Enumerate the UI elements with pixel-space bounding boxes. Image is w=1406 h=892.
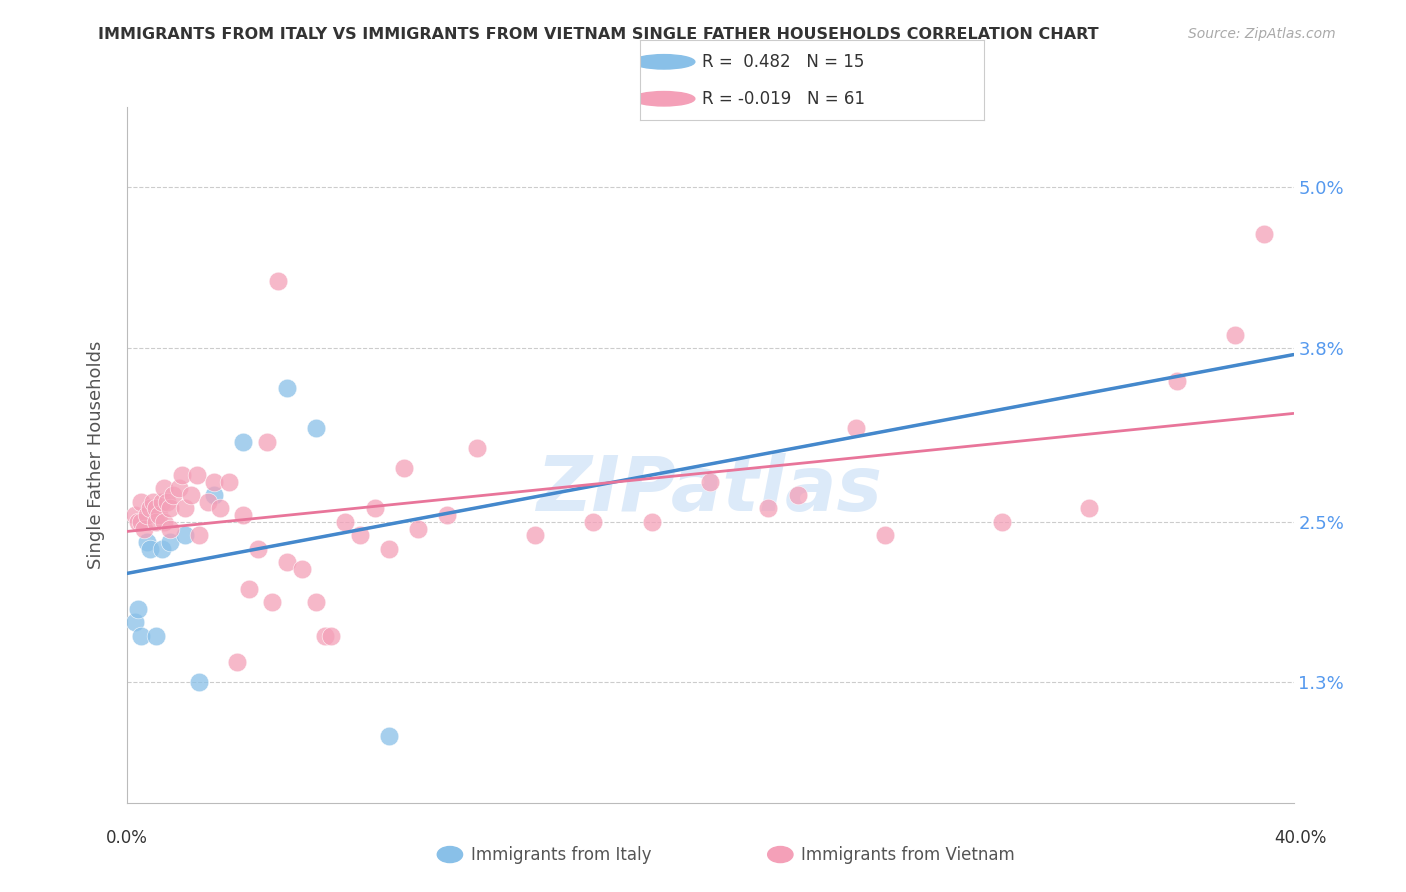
Point [246, 541, 269, 556]
Text: 0.0%: 0.0% [105, 829, 148, 847]
Point [305, 421, 328, 435]
Circle shape [437, 847, 463, 863]
Point [1166, 375, 1188, 389]
Point [136, 508, 159, 523]
Point [167, 482, 190, 496]
Point [349, 528, 371, 542]
Point [127, 602, 149, 616]
Point [129, 515, 152, 529]
Text: R = -0.019   N = 61: R = -0.019 N = 61 [702, 90, 865, 108]
Point [180, 488, 202, 502]
Point [786, 488, 808, 502]
Point [378, 541, 401, 556]
Point [145, 501, 167, 516]
Point [156, 494, 179, 508]
Point [845, 421, 868, 435]
Point [363, 501, 385, 516]
Point [319, 628, 342, 642]
Text: 40.0%: 40.0% [1274, 829, 1327, 847]
Point [186, 467, 208, 482]
Point [153, 515, 176, 529]
Point [290, 562, 312, 576]
Point [129, 494, 152, 508]
Point [148, 508, 170, 523]
Point [202, 488, 225, 502]
Text: ZIPatlas: ZIPatlas [537, 453, 883, 526]
Point [238, 582, 260, 596]
Circle shape [633, 92, 695, 106]
Text: Immigrants from Italy: Immigrants from Italy [471, 846, 651, 863]
Point [875, 528, 897, 542]
Point [127, 515, 149, 529]
Point [305, 595, 328, 609]
Point [378, 729, 401, 743]
Point [170, 467, 193, 482]
Point [202, 475, 225, 489]
Point [436, 508, 458, 523]
Point [150, 494, 173, 508]
Point [1253, 227, 1275, 241]
Point [153, 482, 176, 496]
Point [392, 461, 415, 475]
Point [276, 555, 298, 569]
Point [142, 494, 165, 508]
Point [1223, 327, 1246, 342]
Point [267, 274, 290, 288]
Point [159, 534, 181, 549]
Point [756, 501, 779, 516]
Text: R =  0.482   N = 15: R = 0.482 N = 15 [702, 53, 865, 70]
Point [145, 515, 167, 529]
Point [208, 501, 231, 516]
Point [232, 434, 254, 449]
Point [162, 488, 184, 502]
Point [276, 381, 298, 395]
Point [256, 434, 278, 449]
Point [640, 515, 664, 529]
Y-axis label: Single Father Households: Single Father Households [87, 341, 105, 569]
Point [136, 534, 159, 549]
Point [159, 521, 181, 535]
Circle shape [633, 54, 695, 69]
Point [145, 628, 167, 642]
Point [990, 515, 1012, 529]
Text: Immigrants from Vietnam: Immigrants from Vietnam [801, 846, 1015, 863]
Point [232, 508, 254, 523]
Point [188, 675, 211, 690]
Point [218, 475, 240, 489]
Point [139, 501, 162, 516]
Point [408, 521, 430, 535]
Point [524, 528, 547, 542]
Point [314, 628, 336, 642]
Point [335, 515, 357, 529]
Point [124, 615, 146, 630]
Text: Source: ZipAtlas.com: Source: ZipAtlas.com [1188, 27, 1336, 41]
Point [197, 494, 219, 508]
Circle shape [768, 847, 793, 863]
Point [174, 501, 197, 516]
Point [226, 655, 249, 669]
Point [124, 508, 146, 523]
Point [174, 528, 197, 542]
Point [132, 521, 155, 535]
Point [262, 595, 284, 609]
Point [699, 475, 721, 489]
Point [150, 541, 173, 556]
Point [582, 515, 605, 529]
Point [139, 541, 162, 556]
Point [159, 501, 181, 516]
Point [465, 442, 488, 455]
Point [188, 528, 211, 542]
Point [129, 628, 152, 642]
Text: IMMIGRANTS FROM ITALY VS IMMIGRANTS FROM VIETNAM SINGLE FATHER HOUSEHOLDS CORREL: IMMIGRANTS FROM ITALY VS IMMIGRANTS FROM… [98, 27, 1099, 42]
Point [1078, 501, 1101, 516]
